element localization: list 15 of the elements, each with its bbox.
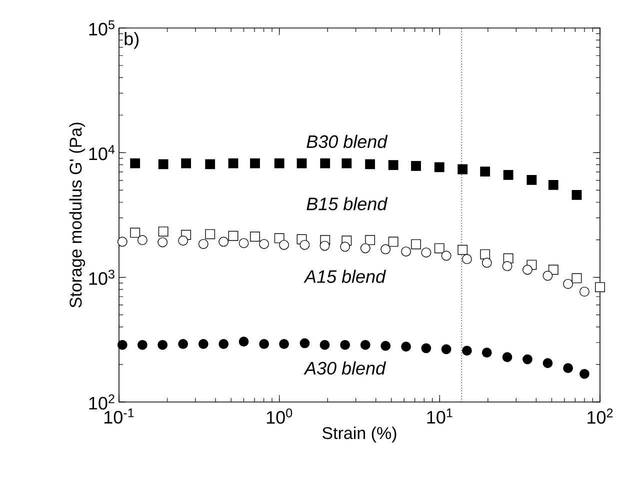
- x-tick-label: 10$^{-1}$: [104, 408, 134, 424]
- x-tick-label: 10$^{1}$: [427, 408, 452, 424]
- x-tick-label: 10$^{0}$: [266, 408, 292, 424]
- y-tick-label: 10$^{4}$: [89, 145, 115, 160]
- x-tick-label: 10$^{2}$: [588, 408, 613, 424]
- annotation: b): [124, 32, 138, 49]
- series-label: A30 blend: [304, 361, 386, 375]
- series-label: B30 blend: [306, 134, 388, 148]
- y-tick-label: 10$^{5}$: [89, 20, 114, 36]
- series-label: B15 blend: [306, 197, 388, 210]
- series-label: A15 blend: [304, 270, 386, 283]
- y-tick-label: 10$^{3}$: [89, 270, 114, 285]
- y-axis-title: Storage modulus G' (Pa): [69, 122, 86, 308]
- x-axis-title: Strain (%): [322, 426, 396, 442]
- y-tick-label: 10$^{2}$: [89, 394, 114, 410]
